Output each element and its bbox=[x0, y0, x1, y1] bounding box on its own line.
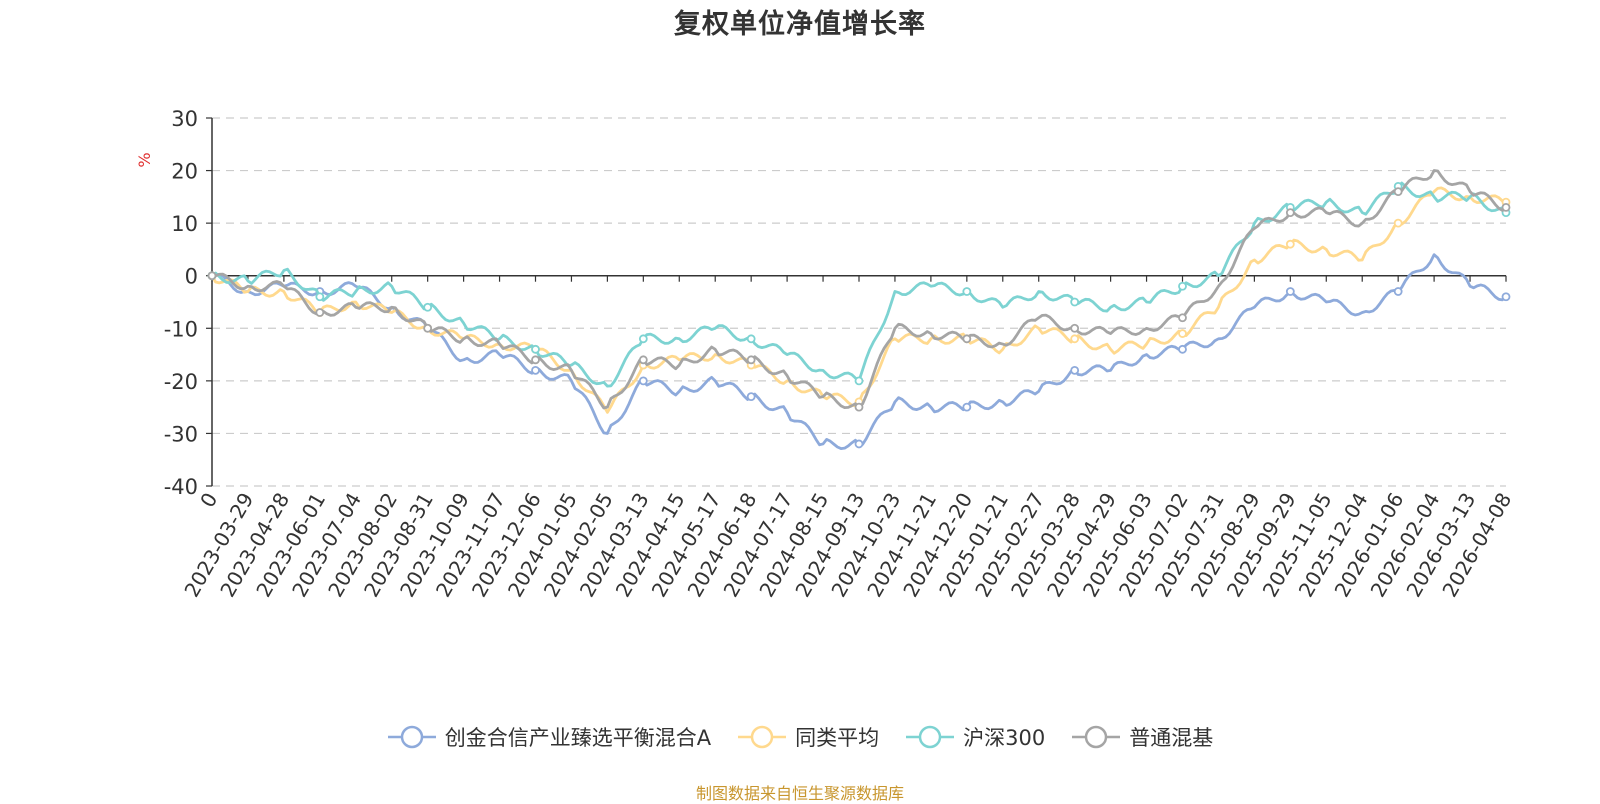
data-point bbox=[1178, 281, 1187, 291]
data-point bbox=[1393, 287, 1403, 296]
data-point bbox=[1070, 297, 1080, 307]
series-line bbox=[211, 169, 1507, 410]
series-0 bbox=[207, 253, 1511, 450]
data-point bbox=[962, 402, 972, 412]
data-point bbox=[1285, 287, 1295, 296]
data-point bbox=[1070, 323, 1080, 333]
data-point bbox=[1501, 202, 1511, 212]
series-line bbox=[211, 253, 1507, 450]
data-point bbox=[638, 334, 648, 344]
legend-item[interactable]: 同类平均 bbox=[737, 722, 879, 752]
axes: 3020100-10-20-30-4002023-03-292023-04-28… bbox=[164, 107, 1517, 601]
data-point bbox=[531, 355, 540, 365]
legend-item[interactable]: 沪深300 bbox=[905, 722, 1045, 752]
series-2 bbox=[207, 181, 1511, 388]
data-point bbox=[1178, 344, 1187, 354]
y-tick-label: 20 bbox=[171, 160, 198, 184]
data-point bbox=[423, 323, 433, 333]
data-point bbox=[746, 355, 756, 365]
data-point bbox=[638, 355, 648, 365]
grid-lines bbox=[212, 117, 1506, 487]
series-lines bbox=[207, 169, 1511, 450]
legend-item[interactable]: 普通混基 bbox=[1071, 722, 1213, 752]
data-point bbox=[423, 302, 433, 312]
y-tick-label: 10 bbox=[171, 212, 198, 236]
y-tick-label: -30 bbox=[164, 422, 198, 446]
data-point bbox=[962, 287, 972, 296]
y-tick-label: 0 bbox=[185, 265, 198, 289]
source-note: 制图数据来自恒生聚源数据库 bbox=[695, 784, 904, 803]
data-point bbox=[207, 271, 217, 281]
data-point bbox=[854, 376, 864, 386]
data-point bbox=[746, 334, 756, 344]
legend-label: 同类平均 bbox=[795, 726, 880, 750]
legend-label: 普通混基 bbox=[1129, 726, 1214, 750]
data-point bbox=[854, 439, 864, 449]
data-point bbox=[1285, 239, 1295, 249]
legend-swatch-icon bbox=[387, 725, 436, 749]
data-point bbox=[1393, 187, 1403, 197]
legend-item[interactable]: 创金合信产业臻选平衡混合A bbox=[387, 722, 711, 752]
legend-label: 创金合信产业臻选平衡混合A bbox=[444, 726, 712, 750]
legend-swatch-icon bbox=[906, 725, 955, 749]
data-point bbox=[638, 376, 648, 386]
data-point bbox=[1178, 313, 1187, 323]
legend-swatch-icon bbox=[1072, 725, 1121, 749]
data-point bbox=[854, 402, 864, 412]
data-point bbox=[1070, 365, 1080, 375]
y-tick-label: 30 bbox=[171, 107, 198, 131]
y-tick-label: -10 bbox=[164, 317, 198, 341]
y-tick-label: -40 bbox=[164, 475, 198, 499]
data-point bbox=[315, 292, 325, 302]
data-point bbox=[746, 392, 756, 402]
legend-swatch-icon bbox=[738, 725, 787, 749]
data-point bbox=[1285, 208, 1295, 218]
legend-label: 沪深300 bbox=[963, 726, 1046, 750]
data-point bbox=[1501, 292, 1511, 302]
chart-title: 复权单位净值增长率 bbox=[674, 9, 926, 40]
y-axis-unit: % bbox=[135, 152, 154, 167]
y-unit-label: % bbox=[135, 152, 154, 167]
y-tick-label: -20 bbox=[164, 370, 198, 394]
data-point bbox=[1070, 334, 1080, 344]
x-tick-label: 0 bbox=[195, 489, 222, 512]
legend: 创金合信产业臻选平衡混合A 同类平均 沪深300 普通混基 bbox=[0, 722, 1600, 752]
data-point bbox=[531, 365, 540, 375]
data-point bbox=[531, 344, 540, 354]
series-3 bbox=[207, 169, 1511, 412]
data-point bbox=[1178, 329, 1187, 338]
data-point bbox=[1393, 218, 1403, 228]
series-line bbox=[211, 181, 1508, 388]
data-point bbox=[962, 334, 972, 344]
data-point bbox=[315, 308, 325, 317]
line-chart: 3020100-10-20-30-4002023-03-292023-04-28… bbox=[135, 107, 1517, 601]
